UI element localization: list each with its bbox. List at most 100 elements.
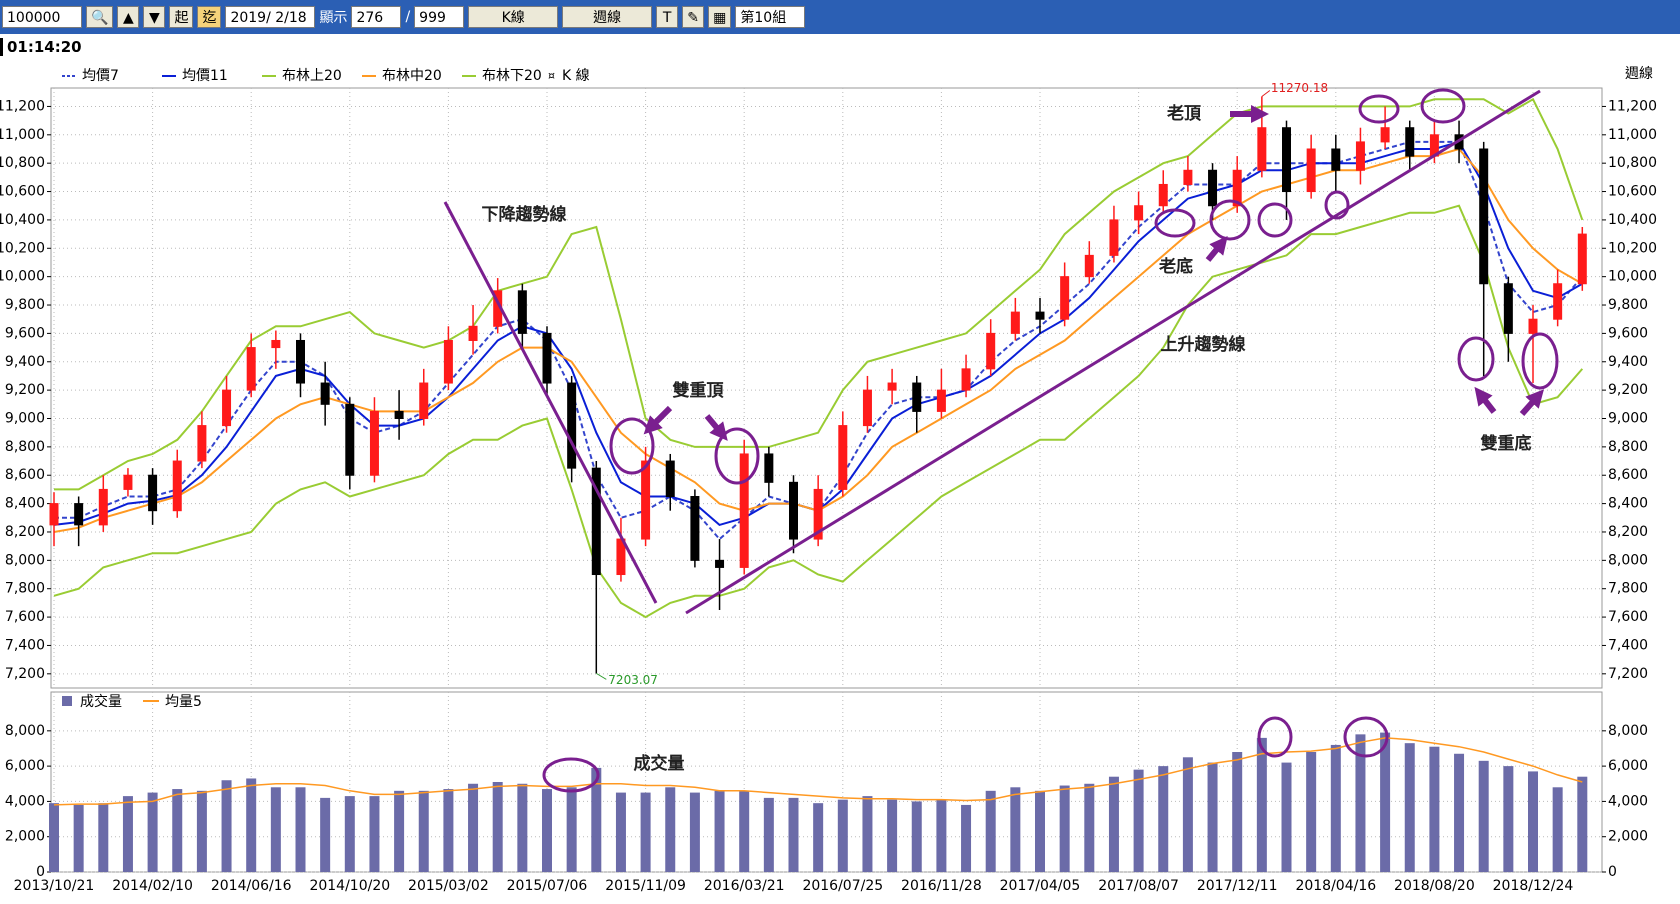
y-tick-label: 2,000 [1608,829,1648,845]
x-tick-label: 2015/07/06 [507,878,588,894]
x-tick-label: 2014/10/20 [309,878,390,894]
y-tick-label: 8,200 [1608,524,1648,540]
y-tick-label: 9,200 [1608,382,1648,398]
annotation: 成交量 [634,753,685,774]
x-tick-label: 2014/06/16 [211,878,292,894]
annotation: 老頂 [1166,103,1202,124]
down-trend-line [443,201,658,604]
volume-bar [1528,771,1538,872]
volume-bar [147,792,158,872]
volume-bar [394,790,405,872]
volume-bar [196,790,207,872]
series-line [53,204,1584,619]
volume-bar [172,789,183,872]
x-tick-label: 2018/12/24 [1493,878,1574,894]
candle-body [1380,127,1390,143]
y-tick-label: 10,200 [1608,240,1657,256]
volume-bar [591,767,602,872]
candle-body [443,339,453,384]
code-box[interactable]: 100000 [2,6,82,28]
search-button[interactable]: 🔍 [86,6,114,28]
candle-body [148,474,158,512]
y-tick-label: 10,200 [0,240,45,256]
volume-bar [1478,760,1489,872]
annotation: 上升趨勢線 [1161,334,1246,355]
y-tick-label: 11,000 [1608,127,1657,143]
volume-bar [985,790,996,872]
circle [542,757,600,793]
down-button[interactable]: ▼ [143,6,166,28]
end-button[interactable]: 迄 [197,6,222,28]
y-tick-label: 9,800 [1608,297,1648,313]
volume-bar [911,801,922,872]
y-tick-label: 7,400 [1608,637,1648,653]
volume-bar [1133,769,1144,872]
legend-label: K 線 [562,68,590,84]
y-tick-label: 9,800 [5,297,45,313]
candle-body [1134,205,1144,221]
candle-body [591,467,601,576]
volume-bar [1035,790,1045,872]
y-tick-label: 10,800 [0,155,45,171]
label-leader [596,672,607,680]
color-tool[interactable]: ▦ [708,6,732,28]
candle-body [419,382,429,419]
y-tick-label: 10,000 [0,269,45,285]
price-frame [50,87,1603,689]
candle-body [542,332,552,384]
candle-body [1158,183,1168,207]
candle-body [1035,311,1045,320]
group[interactable]: 第10組 [735,6,806,28]
volume-bar [1158,766,1169,872]
x-tick-label: 2018/08/20 [1394,878,1475,894]
y-tick-label: 7,200 [5,666,45,682]
candle-body [49,503,59,526]
up-button[interactable]: ▲ [117,6,140,28]
separator: / [405,9,411,25]
annotation: 老底 [1158,256,1193,277]
circle [1209,199,1251,241]
candle-body [690,496,700,561]
period[interactable]: 週線 [562,6,653,28]
legend-swatch [62,696,72,706]
volume-bar [1380,732,1391,872]
series-line [53,737,1583,806]
volume-bar [98,803,109,872]
max-count[interactable]: 999 [414,6,465,28]
date-box[interactable]: 2019/ 2/18 [225,6,316,28]
x-tick-label: 2013/10/21 [14,878,95,894]
candle-body [197,425,207,462]
text-tool[interactable]: T [656,6,679,28]
volume-bar [246,778,257,872]
candle-body [739,453,749,568]
chart-kind[interactable]: K線 [468,6,559,28]
y-tick-label: 7,400 [5,637,45,653]
y-tick-label: 0 [1608,864,1617,880]
candle-body [813,488,823,540]
draw-tool[interactable]: ✎ [682,6,705,28]
candle-body [789,481,798,540]
start-button[interactable]: 起 [169,6,194,28]
legend-label: 均量5 [165,694,202,710]
y-tick-label: 8,400 [5,496,45,512]
y-tick-label: 9,000 [5,410,45,426]
x-tick-label: 2016/11/28 [901,878,982,894]
show-count[interactable]: 276 [351,6,402,28]
y-tick-label: 7,800 [1608,581,1648,597]
y-tick-label: 9,600 [1608,325,1648,341]
volume-bar [1207,762,1218,872]
y-tick-label: 8,000 [1608,552,1648,568]
candle-body [74,503,84,526]
y-tick-label: 7,600 [1608,609,1648,625]
circle [1457,336,1495,382]
volume-bar [1232,752,1243,872]
candle-body [715,559,725,568]
candle-body [862,389,872,427]
y-tick-label: 10,400 [1608,212,1657,228]
candle-body [764,453,774,483]
y-tick-label: 10,000 [1608,269,1657,285]
volume-bar [443,789,454,872]
axis-title: 週線 [1625,66,1653,82]
volume-frame [50,691,1603,873]
